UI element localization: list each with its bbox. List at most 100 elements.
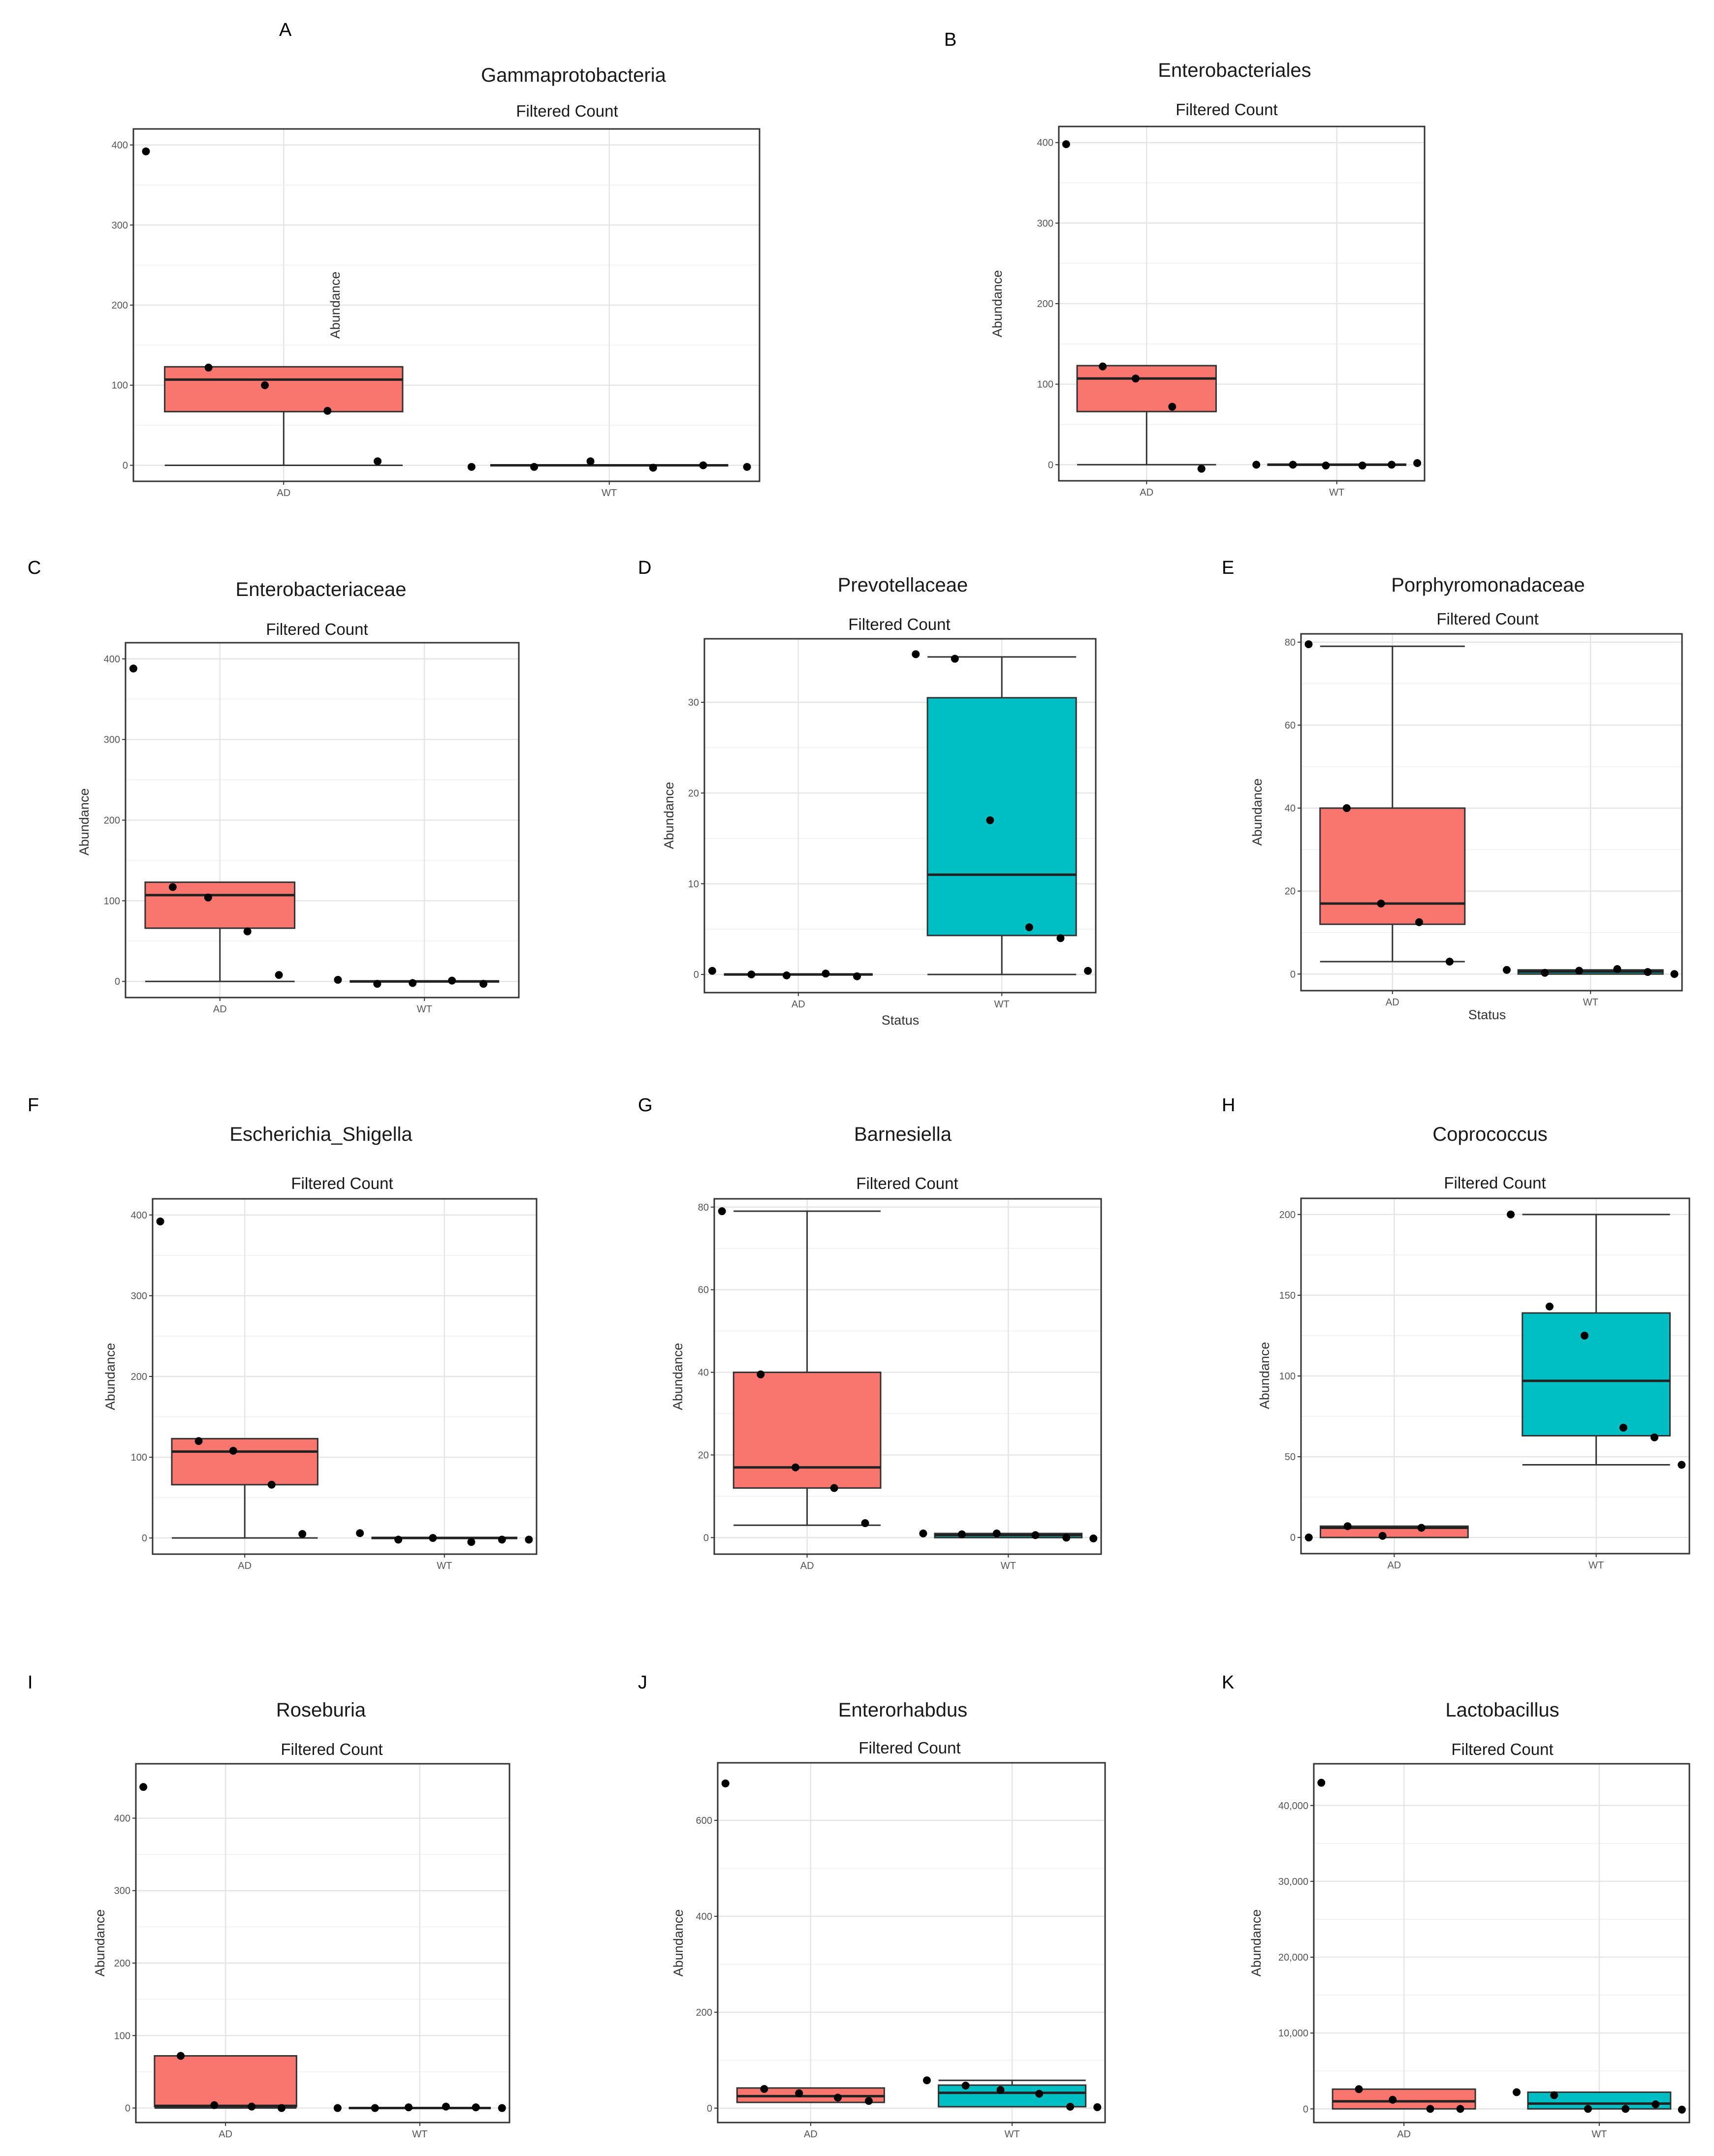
- box-wt: [1517, 969, 1664, 975]
- data-point: [912, 650, 920, 658]
- data-point: [792, 1463, 800, 1471]
- chart-title: Gammaprotobacteria: [481, 64, 666, 86]
- y-tick-label: 0: [1048, 460, 1053, 470]
- data-point: [1035, 2090, 1044, 2098]
- box-ad: [1076, 365, 1217, 465]
- chart-subtitle: Filtered Count: [516, 102, 618, 120]
- box-rect: [1319, 807, 1466, 925]
- data-point: [1084, 967, 1092, 975]
- data-point: [1456, 2105, 1464, 2113]
- data-point: [586, 457, 595, 466]
- y-axis-label: Abundance: [990, 270, 1005, 338]
- chart-title: Prevotellaceae: [838, 574, 968, 596]
- data-point: [210, 2101, 219, 2109]
- data-point: [919, 1530, 927, 1538]
- y-tick-label: 300: [131, 1291, 147, 1302]
- data-point: [1426, 2105, 1434, 2113]
- data-point: [830, 1484, 838, 1492]
- data-point: [1132, 375, 1140, 383]
- x-tick-label: AD: [219, 2129, 232, 2140]
- box-wt: [938, 2080, 1087, 2108]
- y-tick-label: 20: [1285, 886, 1296, 897]
- chart-title: Lactobacillus: [1445, 1699, 1559, 1721]
- panel-letter: F: [28, 1095, 39, 1116]
- y-tick-label: 60: [698, 1285, 709, 1296]
- y-tick-label: 400: [112, 140, 128, 151]
- data-point: [992, 1530, 1001, 1538]
- data-point: [853, 972, 861, 980]
- data-point: [649, 464, 657, 472]
- box-rect: [1076, 365, 1217, 412]
- data-point: [278, 2104, 286, 2112]
- data-point: [1089, 1534, 1098, 1543]
- y-axis-label: Abundance: [1249, 1909, 1264, 1977]
- plot-frame: [713, 1198, 1102, 1555]
- box-rect: [144, 881, 296, 929]
- plot-frame: [125, 642, 520, 999]
- data-point: [1678, 2105, 1686, 2114]
- data-point: [1413, 459, 1422, 467]
- y-tick-label: 20: [688, 788, 699, 799]
- y-axis-label: Abundance: [662, 782, 676, 849]
- y-tick-label: 0: [142, 1533, 147, 1544]
- data-point: [996, 2086, 1005, 2094]
- plot-frame: [1300, 1197, 1690, 1555]
- panel-b: B Enterobacteriales Filtered Count 0 100 200 3…: [944, 30, 1426, 498]
- x-tick-label: AD: [277, 488, 290, 499]
- x-tick-label: AD: [1387, 1560, 1401, 1571]
- panel-letter: A: [279, 20, 292, 40]
- chart-subtitle: Filtered Count: [1451, 1740, 1553, 1758]
- y-axis-label: Abundance: [328, 272, 343, 339]
- data-point: [1304, 1533, 1313, 1542]
- data-point: [1252, 461, 1261, 469]
- plot-frame: [703, 638, 1097, 994]
- box-ad: [732, 1211, 882, 1526]
- data-point: [371, 2104, 379, 2112]
- x-tick-label: AD: [800, 1561, 814, 1571]
- data-point: [1415, 918, 1423, 926]
- x-tick-label: WT: [412, 2129, 427, 2140]
- data-point: [429, 1534, 437, 1542]
- chart-title: Enterobacteriaceae: [236, 579, 407, 600]
- data-point: [498, 1535, 506, 1544]
- box-ad: [736, 2087, 885, 2103]
- data-point: [1304, 640, 1313, 649]
- data-point: [442, 2102, 450, 2111]
- data-point: [699, 461, 707, 469]
- box-ad: [164, 366, 404, 466]
- y-tick-label: 100: [1279, 1371, 1296, 1382]
- data-point: [229, 1446, 237, 1455]
- chart-title: Barnesiella: [854, 1124, 952, 1145]
- data-point: [1507, 1210, 1515, 1219]
- y-tick-label: 200: [112, 300, 128, 311]
- y-tick-label: 400: [104, 654, 120, 665]
- data-point: [1066, 2102, 1075, 2111]
- data-point: [472, 2103, 480, 2112]
- y-tick-label: 100: [114, 2031, 130, 2041]
- data-point: [922, 2076, 931, 2085]
- data-point: [1388, 461, 1396, 469]
- data-point: [1650, 1433, 1658, 1441]
- data-point: [864, 2097, 873, 2105]
- x-tick-label: WT: [437, 1561, 452, 1571]
- y-tick-label: 30,000: [1278, 1876, 1308, 1887]
- data-point: [1317, 1779, 1326, 1787]
- data-point: [1342, 804, 1351, 812]
- box-wt: [1527, 2091, 1672, 2110]
- data-point: [1513, 2088, 1521, 2096]
- data-point: [743, 463, 751, 471]
- chart-title: Enterorhabdus: [838, 1699, 967, 1721]
- box-rect: [1527, 2091, 1672, 2110]
- y-tick-label: 0: [703, 1532, 709, 1543]
- data-point: [958, 1530, 966, 1538]
- data-point: [1580, 1331, 1588, 1340]
- data-point: [1289, 461, 1297, 469]
- chart-title: Coprococcus: [1432, 1124, 1547, 1145]
- x-tick-label: WT: [1588, 1560, 1604, 1571]
- y-tick-label: 150: [1279, 1290, 1296, 1301]
- y-axis-label: Abundance: [93, 1909, 107, 1977]
- data-point: [747, 970, 756, 979]
- chart-subtitle: Filtered Count: [856, 1174, 958, 1192]
- panel-letter: I: [28, 1672, 33, 1693]
